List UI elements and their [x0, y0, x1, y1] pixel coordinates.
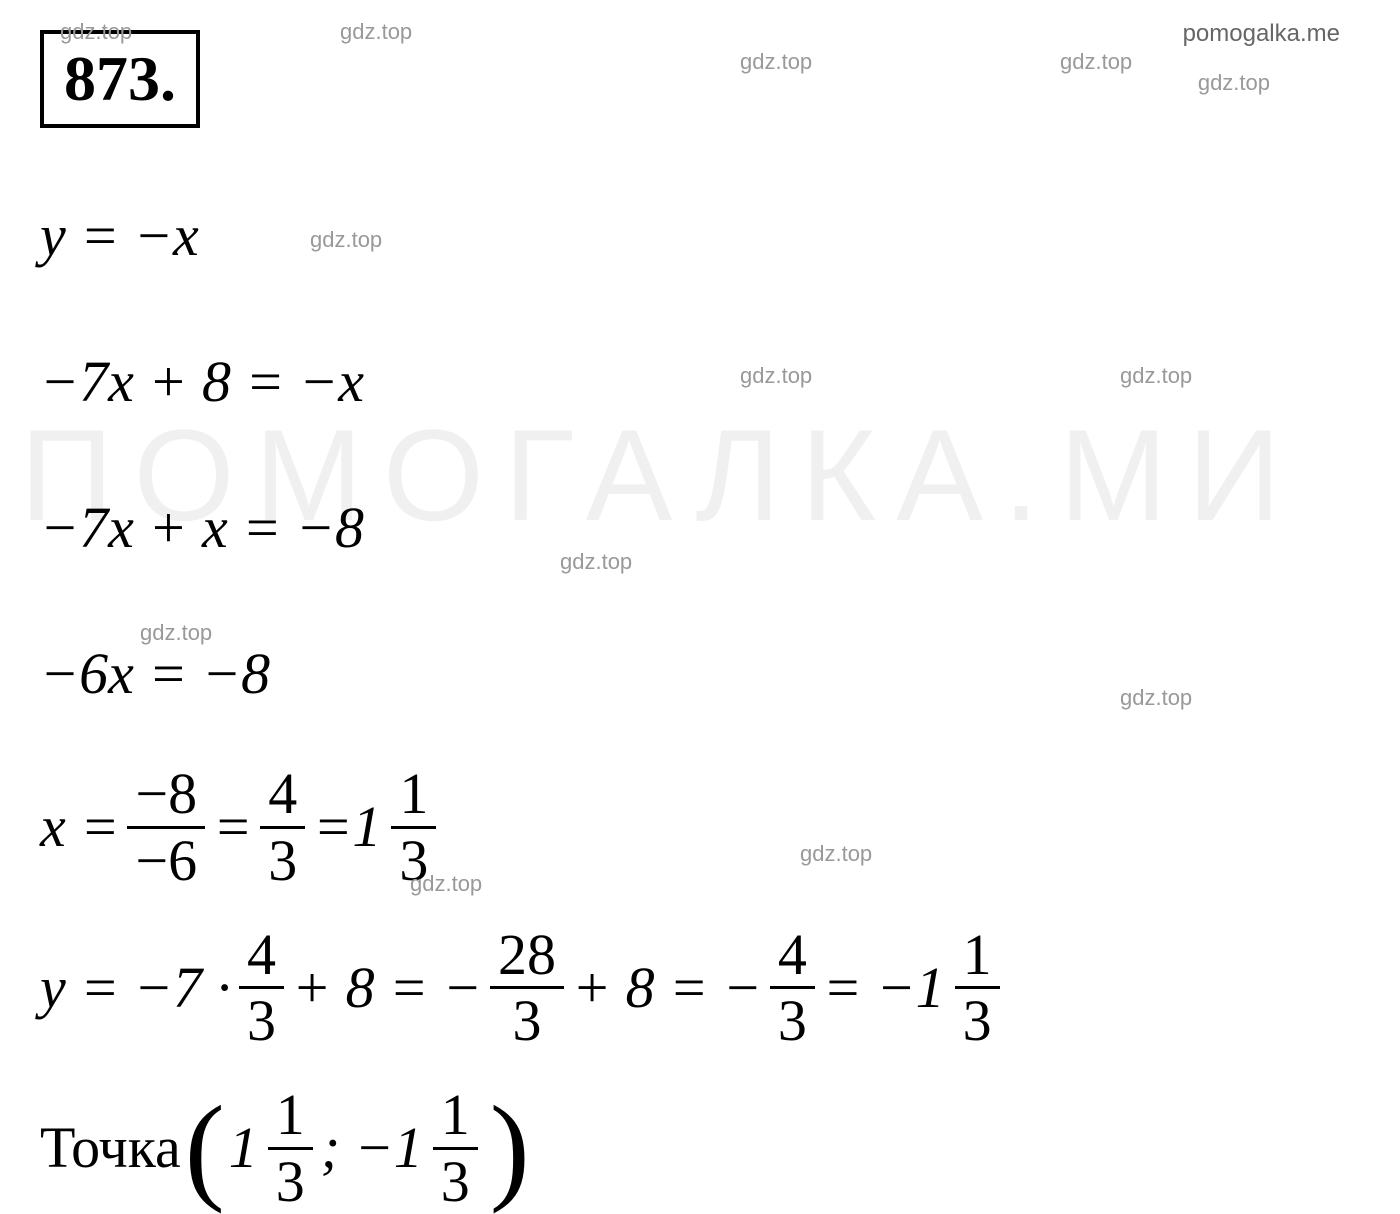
equation-line-5: x = −8 −6 = 4 3 = 1 1 3 gdz.top gdz.top: [40, 762, 1360, 893]
numerator: 1: [955, 923, 1000, 990]
fraction-4-3: 4 3: [239, 923, 284, 1054]
fraction-neg8-neg6: −8 −6: [127, 762, 205, 893]
answer-label: Точка: [40, 1090, 181, 1206]
whole-part: 1: [352, 769, 381, 885]
open-paren: (: [185, 1118, 225, 1178]
watermark-small: gdz.top: [740, 40, 812, 84]
watermark-small: gdz.top: [560, 540, 632, 584]
whole-part: 1: [229, 1090, 258, 1206]
point-separator: ; −: [321, 1090, 394, 1206]
eq5-equals2: =: [313, 769, 352, 885]
watermark-small: gdz.top: [1060, 40, 1132, 84]
watermark-small: gdz.top: [740, 354, 812, 398]
eq5-equals1: =: [213, 769, 252, 885]
fraction-part: 1 3: [268, 1083, 313, 1214]
close-paren: ): [490, 1118, 530, 1178]
fraction-28-3: 28 3: [490, 923, 564, 1054]
watermark-small: gdz.top: [1198, 70, 1270, 96]
denominator: 3: [260, 829, 305, 893]
point-y: 1 1 3: [394, 1083, 486, 1214]
denominator: 3: [955, 989, 1000, 1053]
numerator: 4: [770, 923, 815, 990]
equation-line-3: −7x + x = −8 gdz.top: [40, 470, 1360, 586]
fraction-part: 1 3: [433, 1083, 478, 1214]
watermark-small: gdz.top: [60, 10, 132, 54]
equation-line-6: y = −7 · 4 3 + 8 = − 28 3 + 8 = − 4 3 = …: [40, 923, 1360, 1054]
eq6-mid2: + 8 = −: [572, 930, 762, 1046]
eq6-mid1: + 8 = −: [292, 930, 482, 1046]
equation-line-4: −6x = −8 gdz.top gdz.top: [40, 616, 1360, 732]
watermark-small: gdz.top: [1120, 354, 1192, 398]
eq1-text: y = −x: [40, 178, 199, 294]
eq6-prefix: y = −7 ·: [40, 930, 231, 1046]
numerator: 1: [391, 762, 436, 829]
numerator: 1: [268, 1083, 313, 1150]
fraction-part: 1 3: [955, 923, 1000, 1054]
numerator: 1: [433, 1083, 478, 1150]
watermark-small: gdz.top: [410, 862, 482, 906]
denominator: −6: [127, 829, 205, 893]
denominator: 3: [504, 989, 549, 1053]
mixed-number-neg1-1-3: 1 1 3: [916, 923, 1008, 1054]
denominator: 3: [239, 989, 284, 1053]
numerator: 28: [490, 923, 564, 990]
watermark-small: gdz.top: [140, 611, 212, 655]
numerator: 4: [239, 923, 284, 990]
whole-part: 1: [916, 930, 945, 1046]
fraction-4-3: 4 3: [260, 762, 305, 893]
equation-line-1: y = −x gdz.top: [40, 178, 1360, 294]
top-watermark: pomogalka.me: [1183, 20, 1340, 48]
eq5-prefix: x =: [40, 769, 119, 885]
watermark-small: gdz.top: [340, 10, 412, 54]
watermark-small: gdz.top: [1120, 676, 1192, 720]
point-x: 1 1 3: [229, 1083, 321, 1214]
eq3-text: −7x + x = −8: [40, 470, 364, 586]
watermark-small: gdz.top: [800, 832, 872, 876]
denominator: 3: [268, 1150, 313, 1214]
equation-line-2: −7x + 8 = −x gdz.top gdz.top: [40, 324, 1360, 440]
numerator: 4: [260, 762, 305, 829]
fraction-4-3: 4 3: [770, 923, 815, 1054]
eq2-text: −7x + 8 = −x: [40, 324, 364, 440]
answer-line: Точка ( 1 1 3 ; − 1 1 3 ) gdz.top gdz.to…: [40, 1083, 1360, 1214]
eq6-mid3: = −: [823, 930, 916, 1046]
math-content: y = −x gdz.top −7x + 8 = −x gdz.top gdz.…: [40, 178, 1360, 1214]
whole-part: 1: [394, 1090, 423, 1206]
numerator: −8: [127, 762, 205, 829]
watermark-small: gdz.top: [310, 218, 382, 262]
denominator: 3: [433, 1150, 478, 1214]
denominator: 3: [770, 989, 815, 1053]
